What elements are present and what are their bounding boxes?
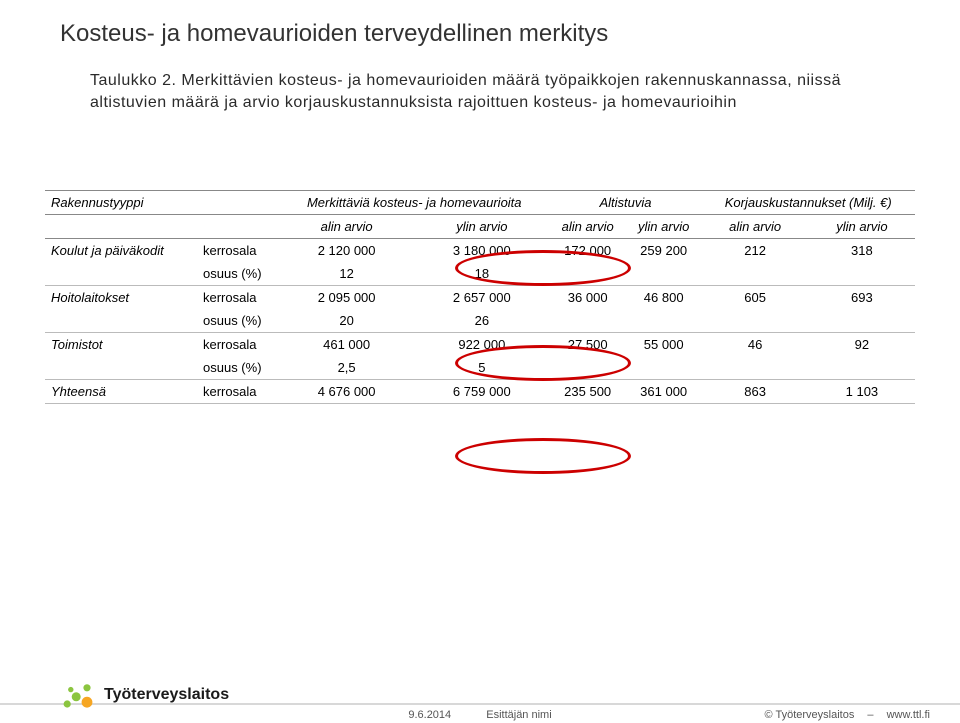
col-korjaus: Korjauskustannukset (Milj. €) (701, 191, 915, 215)
cell: 461 000 (279, 333, 414, 357)
table-subheader-row: alin arvio ylin arvio alin arvio ylin ar… (45, 215, 915, 239)
cell: 922 000 (414, 333, 549, 357)
table-row: Toimistot kerrosala 461 000 922 000 27 5… (45, 333, 915, 357)
label-kerrosala: kerrosala (197, 380, 279, 404)
label-kerrosala: kerrosala (197, 286, 279, 310)
logo-text: Työterveyslaitos (104, 686, 229, 704)
footer: Työterveyslaitos 9.6.2014 Esittäjän nimi… (0, 669, 960, 723)
cell: 2 657 000 (414, 286, 549, 310)
label-osuus: osuus (%) (197, 309, 279, 333)
cell: 55 000 (626, 333, 702, 357)
table-row: osuus (%) 20 26 (45, 309, 915, 333)
cell: 26 (414, 309, 549, 333)
logo-block: Työterveyslaitos (60, 677, 229, 713)
table-row: osuus (%) 12 18 (45, 262, 915, 286)
sub-ylin: ylin arvio (414, 215, 549, 239)
cell: 259 200 (626, 239, 702, 263)
row-name-koulut: Koulut ja päiväkodit (45, 239, 197, 263)
row-name-yhteensa: Yhteensä (45, 380, 197, 404)
cell: 36 000 (549, 286, 625, 310)
logo-icon (60, 677, 96, 713)
cell: 6 759 000 (414, 380, 549, 404)
cell: 693 (809, 286, 915, 310)
cell: 46 (701, 333, 808, 357)
data-table: Rakennustyyppi Merkittäviä kosteus- ja h… (45, 190, 915, 404)
table-number: Taulukko 2. (90, 72, 176, 89)
table-row: Koulut ja päiväkodit kerrosala 2 120 000… (45, 239, 915, 263)
cell: 318 (809, 239, 915, 263)
cell: 361 000 (626, 380, 702, 404)
footer-right: © Työterveyslaitos – www.ttl.fi (755, 709, 930, 721)
table-header-row: Rakennustyyppi Merkittäviä kosteus- ja h… (45, 191, 915, 215)
highlight-ellipse (455, 438, 631, 474)
cell: 92 (809, 333, 915, 357)
cell: 212 (701, 239, 808, 263)
col-merkittavia: Merkittäviä kosteus- ja homevaurioita (279, 191, 549, 215)
footer-date: 9.6.2014 (408, 709, 451, 721)
cell: 3 180 000 (414, 239, 549, 263)
cell: 12 (279, 262, 414, 286)
cell: 605 (701, 286, 808, 310)
cell: 863 (701, 380, 808, 404)
cell: 5 (414, 356, 549, 380)
table-row: osuus (%) 2,5 5 (45, 356, 915, 380)
cell: 172 000 (549, 239, 625, 263)
footer-presenter: Esittäjän nimi (486, 709, 551, 721)
subtitle-block: Taulukko 2. Merkittävien kosteus- ja hom… (90, 70, 870, 113)
label-osuus: osuus (%) (197, 262, 279, 286)
row-name-toimistot: Toimistot (45, 333, 197, 357)
cell: 1 103 (809, 380, 915, 404)
cell: 4 676 000 (279, 380, 414, 404)
cell: 27 500 (549, 333, 625, 357)
page-title: Kosteus- ja homevaurioiden terveydelline… (60, 20, 608, 48)
table-caption: Merkittävien kosteus- ja homevaurioiden … (90, 72, 841, 111)
sub-ylin: ylin arvio (626, 215, 702, 239)
cell: 18 (414, 262, 549, 286)
cell: 46 800 (626, 286, 702, 310)
col-altistuvia: Altistuvia (549, 191, 701, 215)
col-rakennustyyppi: Rakennustyyppi (45, 191, 197, 215)
cell: 2 120 000 (279, 239, 414, 263)
sub-ylin: ylin arvio (809, 215, 915, 239)
cell: 2 095 000 (279, 286, 414, 310)
label-kerrosala: kerrosala (197, 333, 279, 357)
footer-url: www.ttl.fi (887, 709, 930, 721)
sub-alin: alin arvio (549, 215, 625, 239)
sub-alin: alin arvio (279, 215, 414, 239)
footer-sep: – (867, 709, 873, 721)
label-osuus: osuus (%) (197, 356, 279, 380)
label-kerrosala: kerrosala (197, 239, 279, 263)
table-row: Hoitolaitokset kerrosala 2 095 000 2 657… (45, 286, 915, 310)
cell: 235 500 (549, 380, 625, 404)
footer-copyright: © Työterveyslaitos (765, 709, 855, 721)
sub-alin: alin arvio (701, 215, 808, 239)
table-row: Yhteensä kerrosala 4 676 000 6 759 000 2… (45, 380, 915, 404)
row-name-hoito: Hoitolaitokset (45, 286, 197, 310)
cell: 2,5 (279, 356, 414, 380)
cell: 20 (279, 309, 414, 333)
